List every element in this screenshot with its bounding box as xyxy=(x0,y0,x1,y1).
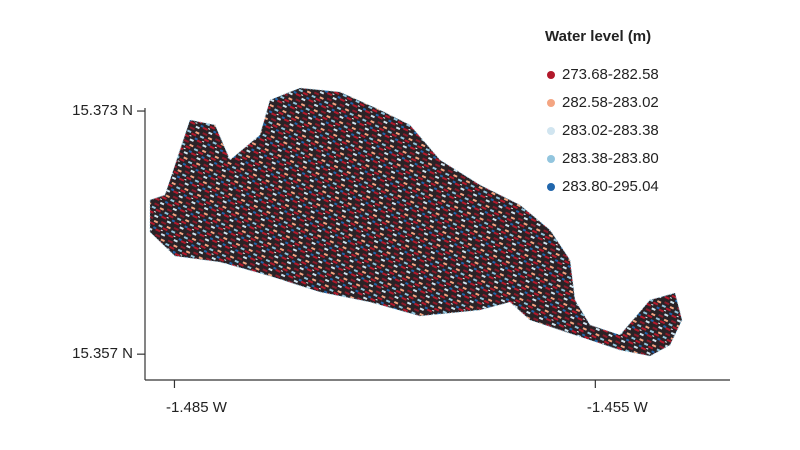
legend-label: 283.02-283.38 xyxy=(562,122,659,139)
legend-label: 283.80-295.04 xyxy=(562,178,659,195)
legend-swatch xyxy=(547,127,555,135)
y-tick-label: 15.373 N xyxy=(72,102,133,119)
legend: 273.68-282.58 282.58-283.02 283.02-283.38 2… xyxy=(547,66,659,195)
lake-extent xyxy=(149,87,683,357)
x-tick-label: -1.485 W xyxy=(166,399,228,416)
legend-swatch xyxy=(547,71,555,79)
legend-swatch xyxy=(547,183,555,191)
legend-label: 283.38-283.80 xyxy=(562,150,659,167)
legend-swatch xyxy=(547,99,555,107)
x-tick-label: -1.455 W xyxy=(587,399,649,416)
legend-label: 273.68-282.58 xyxy=(562,66,659,83)
legend-swatch xyxy=(547,155,555,163)
y-tick-label: 15.357 N xyxy=(72,345,133,362)
legend-label: 282.58-283.02 xyxy=(562,94,659,111)
ticks: 15.373 N 15.357 N -1.485 W -1.455 W xyxy=(72,102,648,416)
legend-title: Water level (m) xyxy=(545,28,651,45)
